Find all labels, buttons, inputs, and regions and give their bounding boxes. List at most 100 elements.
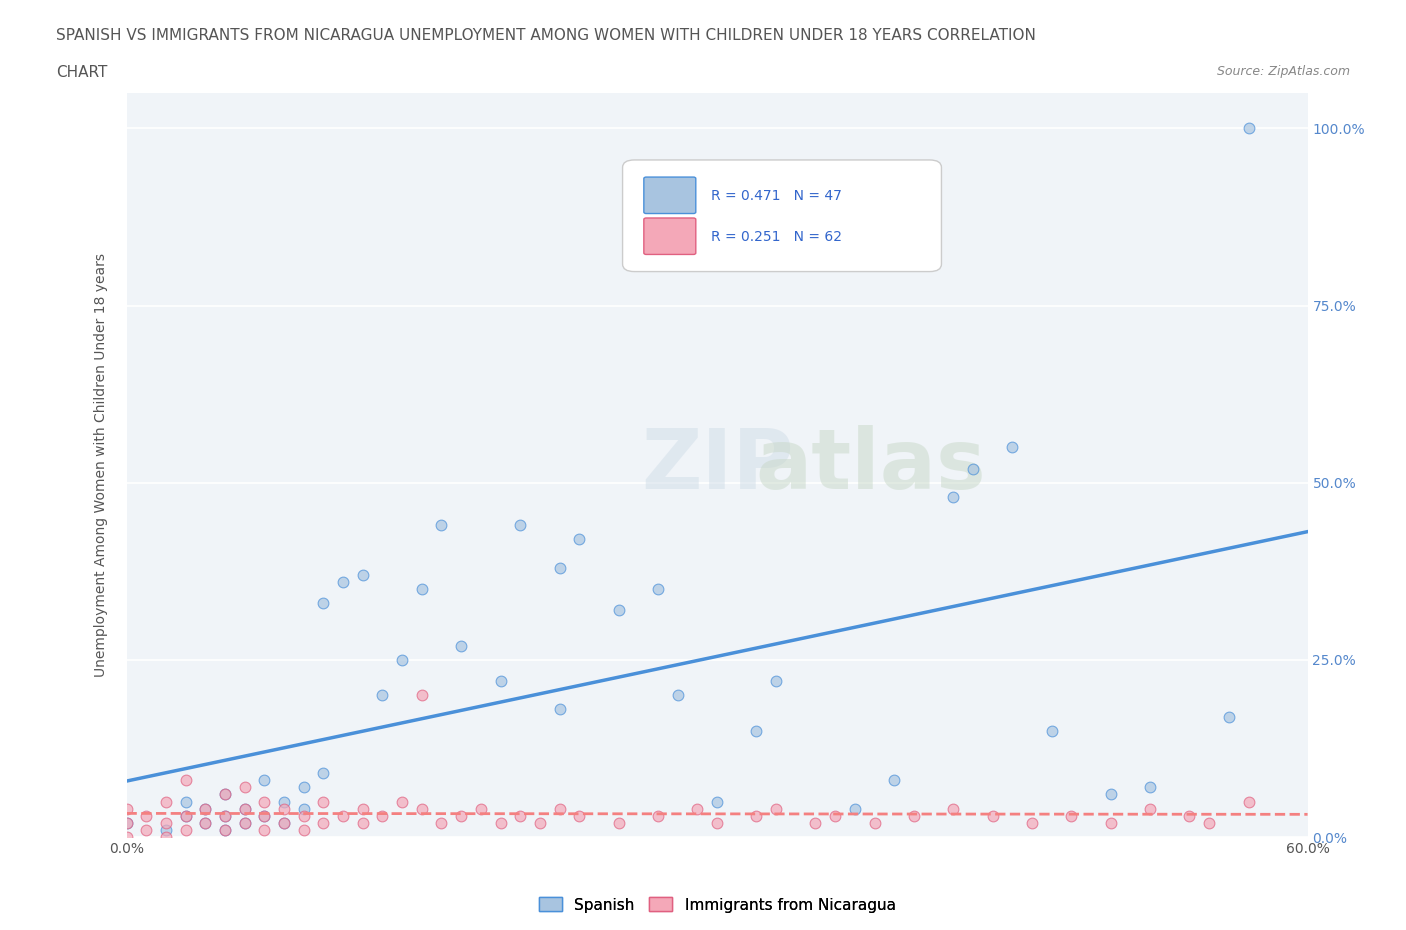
Point [312, 596, 335, 611]
Point [273, 816, 295, 830]
Point [214, 822, 236, 837]
Point [706, 816, 728, 830]
Point [391, 653, 413, 668]
Point [745, 724, 768, 738]
Point [371, 688, 394, 703]
Point [214, 787, 236, 802]
Point [1237, 121, 1260, 136]
Point [253, 794, 276, 809]
Text: Source: ZipAtlas.com: Source: ZipAtlas.com [1216, 65, 1350, 78]
Point [430, 518, 453, 533]
Text: R = 0.251   N = 62: R = 0.251 N = 62 [711, 230, 842, 244]
Point [607, 603, 630, 618]
FancyBboxPatch shape [644, 177, 696, 214]
Point [233, 780, 256, 795]
Point [174, 808, 197, 823]
Point [804, 816, 827, 830]
Point [470, 802, 492, 817]
Point [1139, 780, 1161, 795]
Point [352, 816, 374, 830]
Point [1001, 440, 1024, 455]
Point [548, 702, 571, 717]
Y-axis label: Unemployment Among Women with Children Under 18 years: Unemployment Among Women with Children U… [94, 253, 108, 677]
FancyBboxPatch shape [623, 160, 942, 272]
Point [450, 638, 472, 653]
Point [1218, 709, 1240, 724]
Point [292, 808, 315, 823]
Point [135, 822, 157, 837]
Point [391, 794, 413, 809]
Point [745, 808, 768, 823]
Point [548, 560, 571, 575]
Point [686, 802, 709, 817]
Point [233, 816, 256, 830]
Text: ZIP: ZIP [641, 424, 793, 506]
Point [253, 822, 276, 837]
Point [332, 808, 354, 823]
Point [607, 816, 630, 830]
Point [981, 808, 1004, 823]
Point [253, 808, 276, 823]
Point [548, 802, 571, 817]
Point [194, 816, 217, 830]
Point [214, 808, 236, 823]
Point [844, 802, 866, 817]
Text: SPANISH VS IMMIGRANTS FROM NICARAGUA UNEMPLOYMENT AMONG WOMEN WITH CHILDREN UNDE: SPANISH VS IMMIGRANTS FROM NICARAGUA UNE… [56, 28, 1036, 43]
Point [174, 822, 197, 837]
Point [1040, 724, 1063, 738]
Point [292, 780, 315, 795]
Point [194, 802, 217, 817]
Point [411, 802, 433, 817]
Point [253, 808, 276, 823]
Point [115, 816, 138, 830]
Point [863, 816, 886, 830]
Point [312, 765, 335, 780]
Point [529, 816, 551, 830]
Point [647, 581, 669, 596]
Point [509, 518, 531, 533]
Point [273, 802, 295, 817]
Point [450, 808, 472, 823]
Point [253, 773, 276, 788]
Point [706, 794, 728, 809]
Point [214, 808, 236, 823]
Point [942, 802, 965, 817]
Point [1198, 816, 1220, 830]
Point [233, 802, 256, 817]
Point [1178, 808, 1201, 823]
Point [214, 787, 236, 802]
Point [824, 808, 846, 823]
Point [312, 816, 335, 830]
Point [1021, 816, 1043, 830]
Point [332, 575, 354, 590]
Point [1237, 794, 1260, 809]
Point [194, 816, 217, 830]
Point [273, 794, 295, 809]
Point [292, 822, 315, 837]
Point [292, 802, 315, 817]
Point [115, 802, 138, 817]
Point [155, 816, 177, 830]
Point [115, 830, 138, 844]
Point [135, 808, 157, 823]
Point [411, 581, 433, 596]
Point [174, 794, 197, 809]
Point [509, 808, 531, 823]
Point [489, 673, 512, 688]
Point [174, 808, 197, 823]
Point [765, 673, 787, 688]
Point [962, 461, 984, 476]
Point [155, 822, 177, 837]
Text: CHART: CHART [56, 65, 108, 80]
Point [214, 822, 236, 837]
Point [233, 816, 256, 830]
FancyBboxPatch shape [644, 218, 696, 255]
Point [1099, 816, 1122, 830]
Text: R = 0.471   N = 47: R = 0.471 N = 47 [711, 189, 842, 203]
Point [352, 802, 374, 817]
Legend: Spanish, Immigrants from Nicaragua: Spanish, Immigrants from Nicaragua [533, 891, 901, 919]
Point [647, 808, 669, 823]
Point [568, 808, 591, 823]
Point [312, 794, 335, 809]
Point [1139, 802, 1161, 817]
